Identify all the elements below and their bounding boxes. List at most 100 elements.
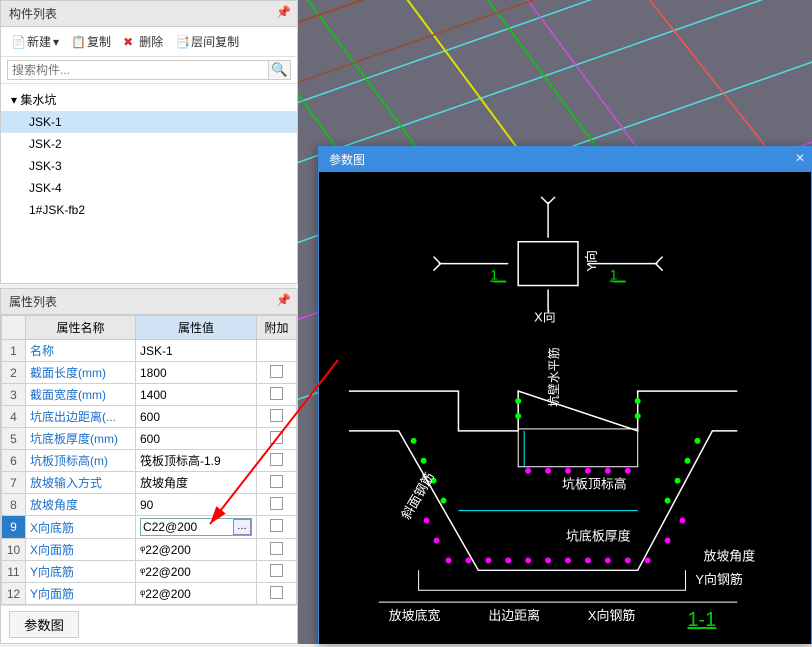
table-row[interactable]: 9X向底筋…: [2, 516, 297, 539]
delete-icon: ✖: [123, 35, 137, 49]
attr-value-cell[interactable]: ᵠ22@200: [136, 539, 257, 561]
tree-root[interactable]: ▾ 集水坑: [1, 88, 297, 111]
attr-name-cell: 坑底出边距离(...: [26, 406, 136, 428]
component-list-panel: 构件列表 📌 📄 新建 ▾ 📋 复制 ✖ 删除 📑 层间复制: [0, 0, 298, 284]
copy-label: 复制: [87, 33, 111, 50]
new-button[interactable]: 📄 新建 ▾: [7, 31, 63, 52]
layer-copy-button[interactable]: 📑 层间复制: [171, 31, 243, 52]
attr-value-cell[interactable]: 1800: [136, 362, 257, 384]
attr-extra-cell[interactable]: [257, 494, 297, 516]
attr-value-cell[interactable]: …: [136, 516, 257, 539]
table-row[interactable]: 4坑底出边距离(...600: [2, 406, 297, 428]
param-diagram-viewport[interactable]: 1 1 X向 Y向: [319, 172, 811, 644]
attr-extra-cell[interactable]: [257, 450, 297, 472]
attr-panel-title: 属性列表 📌: [1, 289, 297, 315]
row-number: 9: [2, 516, 26, 539]
extra-checkbox[interactable]: [270, 519, 283, 532]
attr-extra-cell[interactable]: [257, 384, 297, 406]
col-extra[interactable]: 附加: [257, 316, 297, 340]
table-row[interactable]: 6坑板顶标高(m)筏板顶标高-1.9: [2, 450, 297, 472]
param-diagram-button[interactable]: 参数图: [9, 611, 79, 638]
attr-value-cell[interactable]: ᵠ22@200: [136, 561, 257, 583]
section-title: 1-1: [687, 609, 716, 631]
close-icon[interactable]: ✕: [795, 151, 805, 165]
table-row[interactable]: 2截面长度(mm)1800: [2, 362, 297, 384]
attr-name-cell: Y向底筋: [26, 561, 136, 583]
attr-extra-cell[interactable]: [257, 406, 297, 428]
delete-button[interactable]: ✖ 删除: [119, 31, 167, 52]
search-button[interactable]: 🔍: [269, 60, 291, 80]
attr-name-cell: 坑底板厚度(mm): [26, 428, 136, 450]
table-row[interactable]: 1名称JSK-1: [2, 340, 297, 362]
ydir-label: Y向: [584, 250, 599, 272]
attr-name-cell: 坑板顶标高(m): [26, 450, 136, 472]
extra-checkbox[interactable]: [270, 453, 283, 466]
tree-item[interactable]: JSK-3: [1, 155, 297, 177]
attr-name-cell: Y向面筋: [26, 583, 136, 605]
copy-button[interactable]: 📋 复制: [67, 31, 115, 52]
extra-checkbox[interactable]: [270, 564, 283, 577]
attr-value-cell[interactable]: 600: [136, 428, 257, 450]
search-input[interactable]: [7, 60, 269, 80]
tree-item[interactable]: JSK-1: [1, 111, 297, 133]
pin-icon[interactable]: 📌: [276, 293, 291, 307]
table-row[interactable]: 8放坡角度90: [2, 494, 297, 516]
param-diagram-dialog: 参数图 ✕ 1 1 X向 Y向: [318, 146, 812, 644]
table-row[interactable]: 12Y向面筋ᵠ22@200: [2, 583, 297, 605]
pin-icon[interactable]: 📌: [276, 5, 291, 19]
extra-checkbox[interactable]: [270, 497, 283, 510]
table-row[interactable]: 3截面宽度(mm)1400: [2, 384, 297, 406]
col-name[interactable]: 属性名称: [26, 316, 136, 340]
table-row[interactable]: 10X向面筋ᵠ22@200: [2, 539, 297, 561]
new-label: 新建: [27, 33, 51, 50]
col-value[interactable]: 属性值: [136, 316, 257, 340]
attr-extra-cell[interactable]: [257, 583, 297, 605]
extra-checkbox[interactable]: [270, 365, 283, 378]
extra-checkbox[interactable]: [270, 475, 283, 488]
attr-extra-cell[interactable]: [257, 362, 297, 384]
component-toolbar: 📄 新建 ▾ 📋 复制 ✖ 删除 📑 层间复制: [1, 27, 297, 57]
table-row[interactable]: 7放坡输入方式放坡角度: [2, 472, 297, 494]
bottom-thick-label: 坑底板厚度: [566, 528, 631, 543]
attr-value-cell[interactable]: JSK-1: [136, 340, 257, 362]
component-tree[interactable]: ▾ 集水坑 JSK-1JSK-2JSK-3JSK-41#JSK-fb2: [1, 84, 297, 283]
param-dialog-titlebar[interactable]: 参数图 ✕: [319, 147, 811, 172]
attr-value-input[interactable]: [141, 519, 233, 535]
collapse-icon: ▾: [11, 93, 17, 107]
attr-value-cell[interactable]: 600: [136, 406, 257, 428]
dropdown-icon: ▾: [53, 35, 59, 49]
extra-checkbox[interactable]: [270, 542, 283, 555]
ellipsis-button[interactable]: …: [233, 519, 251, 535]
attr-extra-cell[interactable]: [257, 428, 297, 450]
extra-checkbox[interactable]: [270, 409, 283, 422]
copy-icon: 📋: [71, 35, 85, 49]
attr-name-cell: 截面宽度(mm): [26, 384, 136, 406]
attr-extra-cell[interactable]: [257, 561, 297, 583]
attr-extra-cell[interactable]: [257, 516, 297, 539]
attr-name-cell: 截面长度(mm): [26, 362, 136, 384]
attr-value-cell[interactable]: 90: [136, 494, 257, 516]
tree-item[interactable]: JSK-4: [1, 177, 297, 199]
attr-value-cell[interactable]: ᵠ22@200: [136, 583, 257, 605]
table-row[interactable]: 5坑底板厚度(mm)600: [2, 428, 297, 450]
panel-title-text: 构件列表: [9, 7, 57, 21]
attr-value-cell[interactable]: 筏板顶标高-1.9: [136, 450, 257, 472]
attr-name-cell: 放坡输入方式: [26, 472, 136, 494]
row-number: 8: [2, 494, 26, 516]
extra-checkbox[interactable]: [270, 431, 283, 444]
attr-value-cell[interactable]: 1400: [136, 384, 257, 406]
section-mark-left: 1: [490, 267, 498, 283]
tree-item[interactable]: JSK-2: [1, 133, 297, 155]
attr-extra-cell[interactable]: [257, 539, 297, 561]
tree-item[interactable]: 1#JSK-fb2: [1, 199, 297, 221]
extra-checkbox[interactable]: [270, 387, 283, 400]
extra-checkbox[interactable]: [270, 586, 283, 599]
section-mark-right: 1: [610, 267, 618, 283]
attr-name-cell: 名称: [26, 340, 136, 362]
attr-extra-cell[interactable]: [257, 472, 297, 494]
row-number: 4: [2, 406, 26, 428]
attr-extra-cell[interactable]: [257, 340, 297, 362]
attr-value-cell[interactable]: 放坡角度: [136, 472, 257, 494]
row-number: 10: [2, 539, 26, 561]
table-row[interactable]: 11Y向底筋ᵠ22@200: [2, 561, 297, 583]
